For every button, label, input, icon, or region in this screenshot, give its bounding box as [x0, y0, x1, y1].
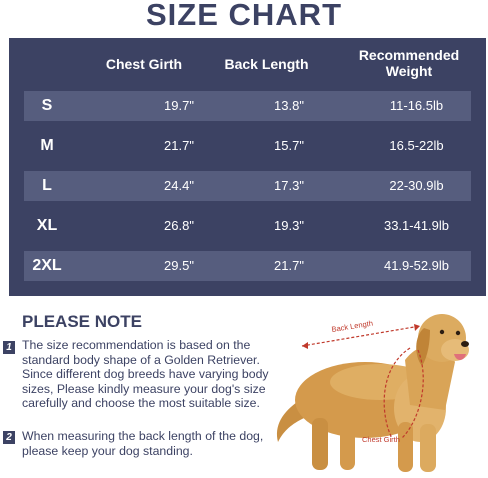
note-title: PLEASE NOTE [22, 312, 142, 331]
chest-value: 24.4" [164, 178, 194, 193]
chest-value: 19.7" [164, 98, 194, 113]
size-chart-table: Chest Girth Back Length Recommended Weig… [9, 38, 486, 296]
golden-retriever-illustration: Back Length Chest Girth [276, 314, 469, 472]
note-text: When measuring the back length of the do… [22, 429, 264, 458]
back-value: 17.3" [274, 178, 304, 193]
chest-value: 26.8" [164, 218, 194, 233]
table-row: XL 26.8" 19.3" 33.1-41.9lb [24, 211, 471, 241]
weight-value: 33.1-41.9lb [383, 218, 450, 233]
back-value: 21.7" [274, 258, 304, 273]
table-row: L 24.4" 17.3" 22-30.9lb [24, 171, 471, 201]
size-label: S [41, 97, 53, 114]
chest-value: 21.7" [164, 138, 194, 153]
table-row: S 19.7" 13.8" 11-16.5lb [24, 91, 471, 121]
back-length-label: Back Length [331, 319, 374, 334]
size-label: L [42, 177, 52, 194]
chest-girth-label: Chest Girth [362, 435, 400, 444]
size-label: XL [36, 217, 58, 234]
page-title: SIZE CHART [146, 0, 342, 32]
header-recommended-weight: Recommended Weight [358, 47, 460, 79]
back-value: 19.3" [274, 218, 304, 233]
note-text: The size recommendation is based on the … [22, 338, 269, 411]
table-row: 2XL 29.5" 21.7" 41.9-52.9lb [24, 251, 471, 281]
weight-value: 16.5-22lb [389, 138, 444, 153]
note-number-badge: 1 [3, 341, 15, 354]
note-number-badge: 2 [3, 431, 15, 444]
weight-value: 41.9-52.9lb [383, 258, 450, 273]
back-value: 13.8" [274, 98, 304, 113]
size-label: M [40, 137, 54, 154]
size-label: 2XL [32, 257, 62, 274]
chest-value: 29.5" [164, 258, 194, 273]
header-back-length: Back Length [224, 56, 309, 72]
weight-value: 11-16.5lb [389, 98, 444, 113]
header-chest-girth: Chest Girth [105, 56, 183, 72]
back-value: 15.7" [274, 138, 304, 153]
table-row: M 21.7" 15.7" 16.5-22lb [24, 131, 471, 161]
weight-value: 22-30.9lb [389, 178, 444, 193]
